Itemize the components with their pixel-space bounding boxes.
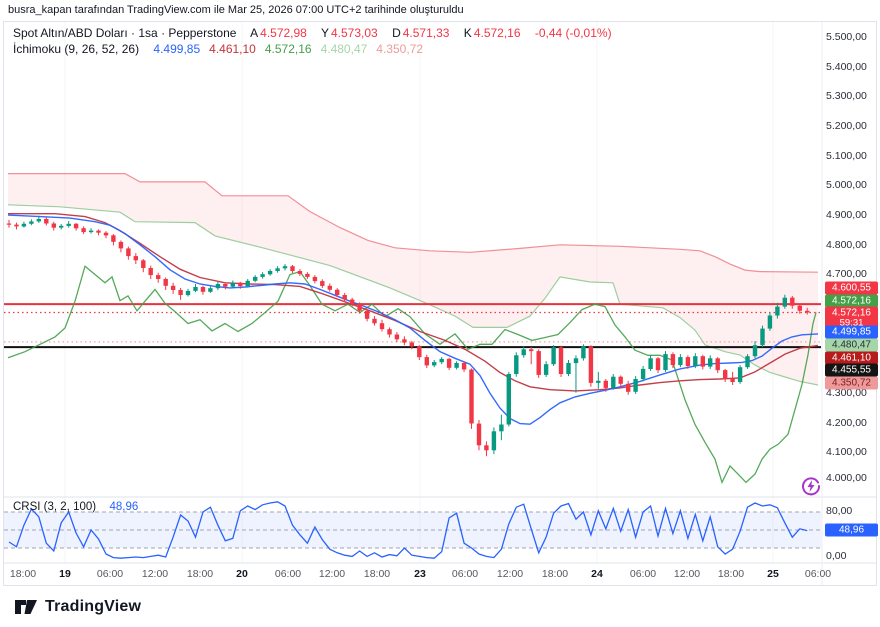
ohlc-high-value: 4.573,03: [331, 26, 378, 40]
price-axis-label: 5.100,00: [826, 150, 867, 162]
crsi-title: CRSI (3, 2, 100): [13, 501, 97, 513]
ohlc-close-value: 4.572,16: [473, 26, 521, 40]
ohlc-close-label: K: [463, 26, 472, 40]
ohlc-open-label: A: [250, 26, 259, 40]
ohlc-open-value: 4.572,98: [260, 26, 307, 40]
price-axis-badge: 4.499,85: [825, 325, 878, 339]
price-axis-label: 4.900,00: [826, 209, 867, 221]
candles: [6, 215, 810, 457]
time-axis-label: 06:00: [629, 568, 657, 580]
time-axis-day-label: 24: [591, 568, 603, 580]
time-axis-label: 06:00: [451, 568, 479, 580]
time-axis-day-label: 19: [59, 568, 71, 580]
ichimoku-value: 4.499,85: [153, 42, 201, 56]
price-axis-label: 5.200,00: [826, 120, 867, 132]
price-axis-label: 4.800,00: [826, 239, 867, 251]
time-axis-label: 18:00: [541, 568, 569, 580]
crsi-axis-label: 80,00: [826, 505, 853, 517]
price-axis-label: 4.100,00: [826, 446, 867, 458]
senkou-span-b-line: [8, 173, 819, 273]
tradingview-logo-icon: [15, 600, 37, 614]
time-axis-label: 12:00: [141, 568, 169, 580]
price-axis-label: 5.300,00: [826, 90, 867, 102]
time-axis-label: 18:00: [363, 568, 391, 580]
time-axis-label: 18:00: [186, 568, 214, 580]
symbol-title: Spot Altın/ABD Doları · 1sa · Pepperston…: [13, 26, 237, 40]
main-pane: [4, 173, 821, 485]
price-axis-label: 5.500,00: [826, 31, 867, 43]
price-axis-label: 4.300,00: [826, 387, 867, 399]
time-axis-label: 06:00: [274, 568, 302, 580]
time-axis-label: 18:00: [717, 568, 745, 580]
crsi-line: [8, 501, 808, 559]
ichimoku-value: 4.480,47: [320, 42, 368, 56]
time-axis-label: 18:00: [9, 568, 37, 580]
price-axis-label: 5.400,00: [826, 61, 867, 73]
ichimoku-legend[interactable]: İchimoku (9, 26, 52, 26) 4.499,85 4.461,1…: [13, 42, 434, 56]
ohlc-low-value: 4.571,33: [402, 26, 450, 40]
snapshot-attribution: busra_kapan tarafından TradingView.com i…: [8, 4, 464, 16]
lightning-sticker-icon[interactable]: [801, 476, 821, 496]
price-axis-badge: 4.600,55: [825, 281, 878, 295]
price-axis-badge: 4.480,47: [825, 338, 878, 352]
price-axis-label: 4.200,00: [826, 417, 867, 429]
crsi-axis-label: 0,00: [826, 550, 847, 562]
price-axis-badge: 4.350,72: [825, 376, 878, 390]
ichimoku-values: 4.499,85 4.461,10 4.572,16 4.480,47 4.350,72: [153, 42, 432, 56]
ohlc-high-label: Y: [320, 26, 329, 40]
ichimoku-title: İchimoku (9, 26, 52, 26): [13, 42, 140, 56]
symbol-legend[interactable]: Spot Altın/ABD Doları · 1sa · Pepperston…: [13, 26, 614, 40]
time-axis-day-label: 23: [414, 568, 426, 580]
time-axis-label: 06:00: [96, 568, 124, 580]
price-axis-label: 4.700,00: [826, 268, 867, 280]
change-value: -0,44 (-0,01%): [534, 26, 612, 40]
price-axis-label: 5.000,00: [826, 179, 867, 191]
ichimoku-cloud: [8, 173, 818, 385]
crsi-value: 48,96: [109, 501, 139, 513]
senkou-span-a-line: [7, 204, 819, 386]
crsi-legend[interactable]: CRSI (3, 2, 100) 48,96: [13, 501, 138, 513]
price-axis-label: 4.000,00: [826, 472, 867, 484]
chikou-span-line: [7, 265, 817, 485]
price-axis-badge: 4.572,16 59:31: [825, 306, 878, 330]
crsi-pane: [4, 501, 821, 559]
price-axis-badge: 4.461,10: [825, 351, 878, 365]
kijun-sen-line: [8, 212, 819, 392]
price-axis-badge: 4.455,55: [825, 363, 878, 377]
time-axis-label: 12:00: [496, 568, 524, 580]
tradingview-logo[interactable]: TradingView: [14, 596, 141, 618]
time-axis-day-label: 25: [767, 568, 779, 580]
ichimoku-value: 4.461,10: [209, 42, 256, 56]
time-axis-label: 06:00: [804, 568, 832, 580]
ohlc-low-label: D: [392, 26, 401, 40]
ichimoku-value: 4.350,72: [376, 42, 424, 56]
time-axis-day-label: 20: [236, 568, 248, 580]
tradingview-logo-text: TradingView: [45, 598, 142, 615]
time-axis-label: 12:00: [318, 568, 346, 580]
time-axis-label: 12:00: [673, 568, 701, 580]
ichimoku-value: 4.572,16: [264, 42, 312, 56]
tenkan-sen-line: [7, 214, 819, 425]
price-axis-badge: 4.572,16: [825, 294, 878, 308]
crsi-axis-badge: 48,96: [825, 523, 878, 537]
